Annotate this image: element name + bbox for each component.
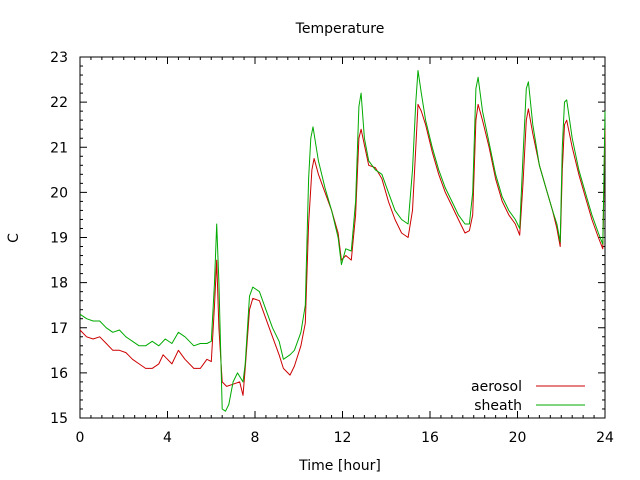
- y-tick-label: 23: [50, 50, 68, 66]
- y-tick-label: 15: [50, 411, 68, 427]
- series-line-sheath: [79, 70, 606, 412]
- legend: aerosol sheath: [471, 379, 585, 414]
- chart-title: Temperature: [295, 21, 385, 37]
- x-tick-label: 24: [596, 430, 614, 446]
- x-tick-label: 8: [251, 430, 260, 446]
- y-tick-label: 21: [50, 140, 68, 156]
- y-tick-label: 16: [50, 366, 68, 382]
- series-layer: [79, 70, 606, 412]
- x-tick-label: 12: [334, 430, 352, 446]
- x-axis-label: Time [hour]: [298, 458, 381, 474]
- legend-label-aerosol: aerosol: [471, 379, 522, 395]
- y-tick-label: 18: [50, 276, 68, 292]
- y-tick-label: 20: [50, 185, 68, 201]
- x-tick-label: 16: [421, 430, 439, 446]
- y-axis-label: C: [6, 233, 22, 243]
- y-tick-label: 22: [50, 95, 68, 111]
- x-tick-label: 0: [76, 430, 85, 446]
- x-tick-label: 20: [509, 430, 527, 446]
- series-line-aerosol: [79, 103, 606, 396]
- legend-label-sheath: sheath: [474, 398, 522, 414]
- x-tick-label: 4: [163, 430, 172, 446]
- axes: 0 4 8 12 16 20 24 15 16 17 18 19 20 21 22 23: [50, 50, 614, 446]
- y-tick-label: 19: [50, 231, 68, 247]
- y-tick-label: 17: [50, 321, 68, 337]
